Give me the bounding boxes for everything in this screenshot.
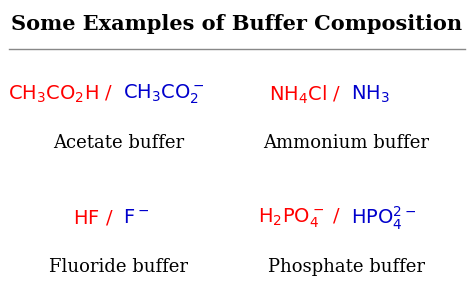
Text: $\mathrm{F^-}$: $\mathrm{F^-}$ [123,209,149,227]
Text: $\mathrm{CH_3CO_2^-}$: $\mathrm{CH_3CO_2^-}$ [123,83,205,106]
Text: $\mathrm{CH_3CO_2H}$ /: $\mathrm{CH_3CO_2H}$ / [8,84,114,105]
Text: $\mathrm{NH_4Cl}$ /: $\mathrm{NH_4Cl}$ / [269,84,341,106]
Text: Phosphate buffer: Phosphate buffer [267,258,425,276]
Text: Some Examples of Buffer Composition: Some Examples of Buffer Composition [11,14,463,34]
Text: $\mathrm{H_2PO_4^-}$ /: $\mathrm{H_2PO_4^-}$ / [258,206,341,230]
Text: Ammonium buffer: Ammonium buffer [263,135,429,152]
Text: $\mathrm{HPO_4^{2-}}$: $\mathrm{HPO_4^{2-}}$ [351,204,416,232]
Text: $\mathrm{HF}$ /: $\mathrm{HF}$ / [73,209,114,228]
Text: Fluoride buffer: Fluoride buffer [49,258,188,276]
Text: Acetate buffer: Acetate buffer [53,135,184,152]
Text: $\mathrm{NH_3}$: $\mathrm{NH_3}$ [351,84,390,105]
